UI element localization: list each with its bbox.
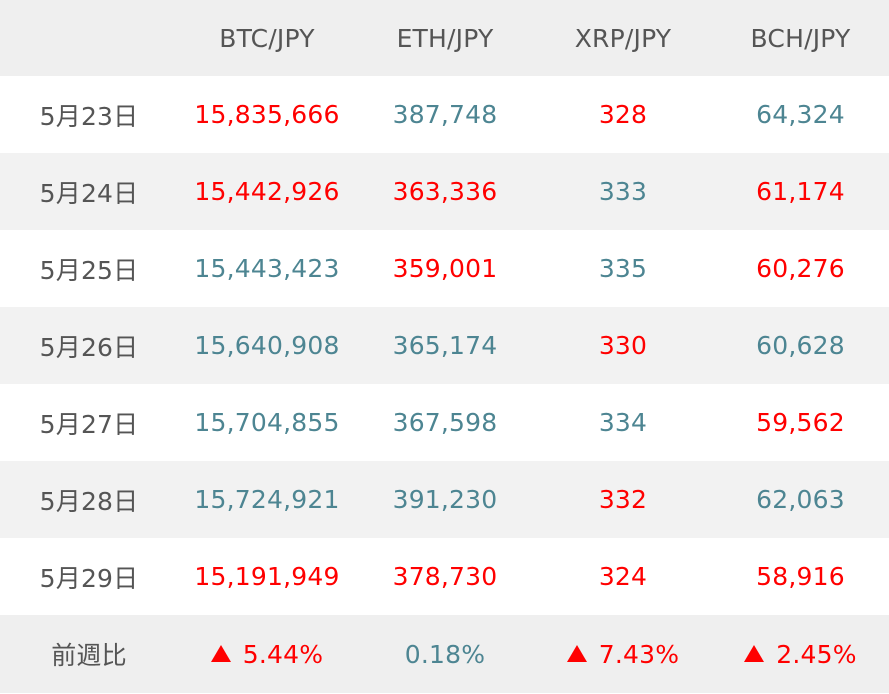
change-cell-btc: 5.44% <box>178 615 356 693</box>
date-cell: 5月24日 <box>0 153 178 230</box>
date-cell: 5月29日 <box>0 538 178 615</box>
price-cell-btc: 15,724,921 <box>178 461 356 538</box>
price-cell-eth: 365,174 <box>356 307 534 384</box>
price-cell-btc: 15,640,908 <box>178 307 356 384</box>
change-value: 5.44% <box>242 639 324 669</box>
price-cell-eth: 387,748 <box>356 76 534 153</box>
pair-header-eth: ETH/JPY <box>356 0 534 76</box>
corner-header <box>0 0 178 76</box>
price-cell-bch: 61,174 <box>712 153 889 230</box>
date-cell: 5月27日 <box>0 384 178 461</box>
pair-header-xrp: XRP/JPY <box>534 0 712 76</box>
change-value: 0.18% <box>404 639 486 669</box>
table-row: 5月24日 15,442,926 363,336 333 61,174 <box>0 153 889 230</box>
change-cell-bch: 2.45% <box>712 615 889 693</box>
price-cell-btc: 15,835,666 <box>178 76 356 153</box>
price-cell-xrp: 328 <box>534 76 712 153</box>
up-triangle-icon <box>566 644 587 662</box>
price-cell-eth: 359,001 <box>356 230 534 307</box>
price-cell-eth: 391,230 <box>356 461 534 538</box>
date-cell: 5月23日 <box>0 76 178 153</box>
price-cell-bch: 60,628 <box>712 307 889 384</box>
price-cell-bch: 62,063 <box>712 461 889 538</box>
table-row: 5月23日 15,835,666 387,748 328 64,324 <box>0 76 889 153</box>
weekly-change-label: 前週比 <box>0 615 178 693</box>
table-row: 5月29日 15,191,949 378,730 324 58,916 <box>0 538 889 615</box>
price-cell-xrp: 324 <box>534 538 712 615</box>
table-row: 5月26日 15,640,908 365,174 330 60,628 <box>0 307 889 384</box>
price-cell-btc: 15,443,423 <box>178 230 356 307</box>
change-value: 2.45% <box>776 639 857 669</box>
change-cell-xrp: 7.43% <box>534 615 712 693</box>
table-row: 5月25日 15,443,423 359,001 335 60,276 <box>0 230 889 307</box>
price-cell-xrp: 335 <box>534 230 712 307</box>
price-cell-xrp: 330 <box>534 307 712 384</box>
price-cell-eth: 378,730 <box>356 538 534 615</box>
price-cell-xrp: 334 <box>534 384 712 461</box>
price-cell-eth: 367,598 <box>356 384 534 461</box>
price-cell-btc: 15,704,855 <box>178 384 356 461</box>
pair-header-btc: BTC/JPY <box>178 0 356 76</box>
price-cell-bch: 60,276 <box>712 230 889 307</box>
date-cell: 5月25日 <box>0 230 178 307</box>
change-value: 7.43% <box>598 639 680 669</box>
price-cell-bch: 64,324 <box>712 76 889 153</box>
price-cell-btc: 15,191,949 <box>178 538 356 615</box>
table-row: 5月27日 15,704,855 367,598 334 59,562 <box>0 384 889 461</box>
date-cell: 5月28日 <box>0 461 178 538</box>
price-cell-bch: 58,916 <box>712 538 889 615</box>
price-cell-xrp: 332 <box>534 461 712 538</box>
up-triangle-icon <box>744 644 765 662</box>
date-cell: 5月26日 <box>0 307 178 384</box>
price-cell-bch: 59,562 <box>712 384 889 461</box>
price-cell-xrp: 333 <box>534 153 712 230</box>
table-row: 5月28日 15,724,921 391,230 332 62,063 <box>0 461 889 538</box>
weekly-change-row: 前週比 5.44% 0.18% 7.43% 2.45% <box>0 615 889 693</box>
header-row: BTC/JPY ETH/JPY XRP/JPY BCH/JPY <box>0 0 889 76</box>
pair-header-bch: BCH/JPY <box>712 0 889 76</box>
price-cell-eth: 363,336 <box>356 153 534 230</box>
price-cell-btc: 15,442,926 <box>178 153 356 230</box>
up-triangle-icon <box>210 644 231 662</box>
change-cell-eth: 0.18% <box>356 615 534 693</box>
